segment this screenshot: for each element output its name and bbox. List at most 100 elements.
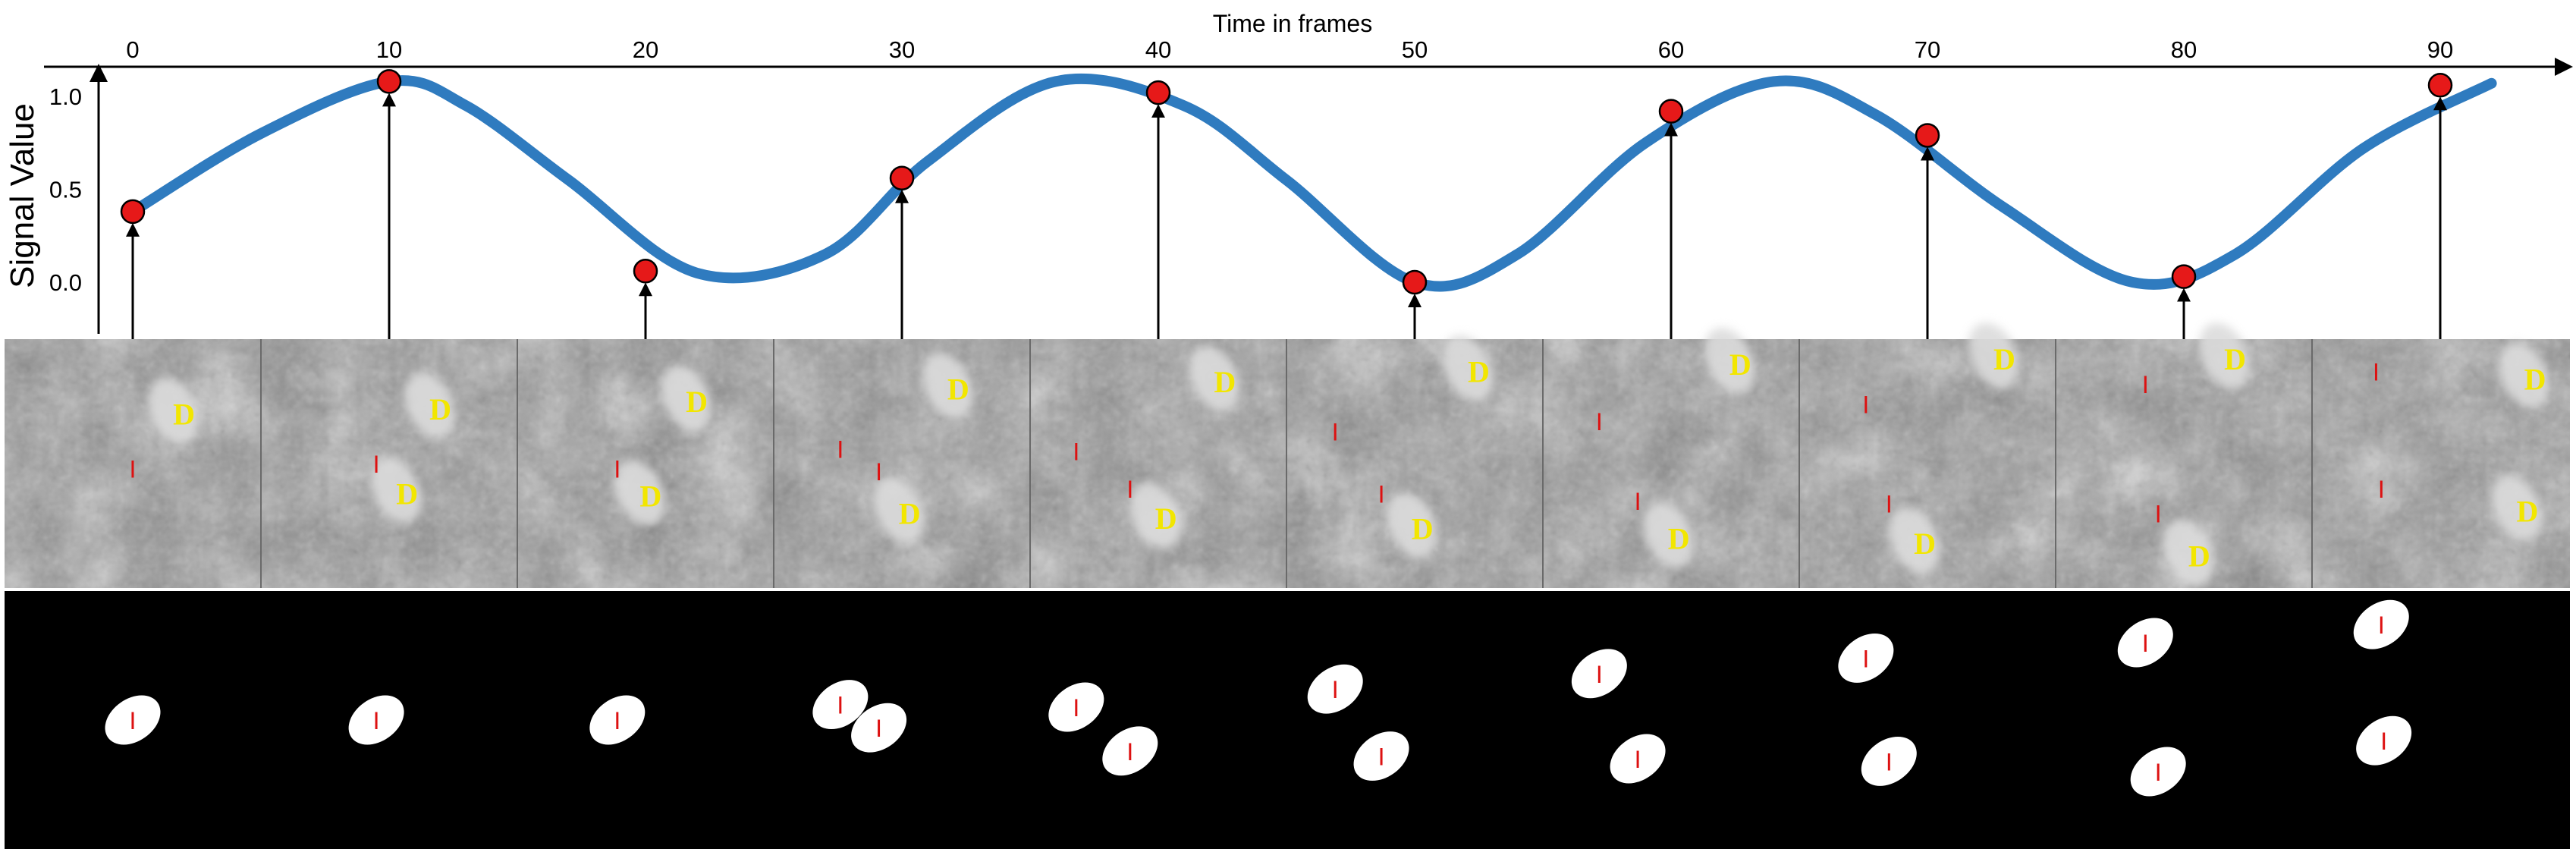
bright-cell	[2499, 342, 2550, 410]
signal-tick-1-0: 1.0	[49, 83, 82, 110]
bright-cell	[1889, 507, 1940, 574]
mask-blob	[2117, 618, 2173, 668]
bright-cell	[1642, 502, 1694, 568]
time-tick-40: 40	[1145, 36, 1171, 63]
bright-cell	[614, 460, 666, 527]
signal-tick-0-0: 0.0	[49, 269, 82, 296]
mask-tile-10: I	[348, 695, 404, 745]
sample-point-20	[633, 259, 658, 284]
bright-cell	[873, 477, 925, 544]
mask-tile-40: II	[1048, 682, 1158, 776]
sample-point-50	[1402, 269, 1428, 295]
time-tick-labels: 0 10 20 30 40 50 60 70 80 90	[126, 36, 2453, 63]
frame-tile-90: D D I I	[2311, 339, 2550, 588]
bright-cell	[404, 373, 456, 439]
cell-label-d: D	[396, 476, 418, 511]
mask-blob	[1048, 682, 1104, 732]
cell-label-d: D	[429, 392, 451, 426]
cell-label-i: I	[1862, 391, 1869, 418]
cell-label-i: I	[1596, 408, 1603, 436]
cell-label-i: I	[1073, 439, 1079, 466]
sample-point-70	[1915, 123, 1940, 148]
cell-label-i: I	[614, 456, 620, 483]
sample-point-60	[1658, 99, 1684, 124]
cell-label-i: I	[1332, 418, 1339, 445]
signal-tick-0-5: 0.5	[49, 177, 82, 203]
frame-tile-0: DI	[130, 377, 199, 483]
cell-label-d: D	[1993, 342, 2015, 376]
mask-label-i: I	[2142, 630, 2149, 657]
cell-label-d: D	[899, 497, 921, 531]
mask-blob	[2353, 599, 2409, 649]
cell-label-i: I	[130, 456, 137, 483]
signal-axis: Signal Value 1.0 0.5 0.0	[4, 64, 108, 334]
cell-label-i: I	[2373, 359, 2380, 386]
cell-label-i: I	[2155, 501, 2162, 528]
cell-label-d: D	[1412, 511, 1434, 546]
cell-label-d: D	[1155, 502, 1177, 536]
signal-axis-title: Signal Value	[4, 103, 41, 288]
mask-tile-60: II	[1571, 649, 1666, 784]
signal-tick-labels: 1.0 0.5 0.0	[49, 83, 82, 296]
mask-label-i: I	[130, 707, 137, 734]
time-tick-60: 60	[1658, 36, 1684, 63]
mask-blob	[589, 695, 646, 745]
cell-label-i: I	[837, 436, 843, 463]
cell-label-d: D	[1468, 355, 1490, 389]
mask-label-i: I	[875, 715, 882, 742]
cell-label-d: D	[2524, 362, 2546, 396]
mask-blob	[2130, 747, 2186, 797]
mask-tile-30: II	[812, 680, 907, 753]
bright-cell	[148, 377, 199, 444]
mask-blob	[1861, 736, 1917, 786]
cell-label-i: I	[373, 451, 380, 478]
cell-label-i: I	[1126, 476, 1133, 503]
bright-cell	[1704, 328, 1755, 395]
time-tick-0: 0	[126, 36, 139, 63]
cell-label-d: D	[1214, 365, 1236, 399]
bright-cell	[2199, 322, 2251, 389]
mask-label-i: I	[1862, 645, 1869, 672]
mask-blob	[1610, 734, 1666, 784]
bright-cell	[1386, 492, 1437, 558]
mask-blob	[1307, 664, 1363, 714]
time-tick-70: 70	[1915, 36, 1940, 63]
mask-blob	[1571, 649, 1627, 699]
sample-point-10	[376, 69, 402, 94]
time-tick-50: 50	[1402, 36, 1428, 63]
cell-label-i: I	[2378, 476, 2385, 503]
mask-tile-90: II	[2353, 599, 2412, 766]
mask-label-i: I	[614, 707, 620, 734]
mask-label-i: I	[2380, 728, 2387, 755]
bright-cell	[1443, 335, 1494, 402]
sample-point-0	[120, 199, 146, 225]
mask-blob	[348, 695, 404, 745]
bright-cell	[1968, 322, 2019, 389]
cell-label-i: I	[1886, 490, 1893, 517]
mask-label-i: I	[1886, 748, 1893, 775]
time-tick-30: 30	[889, 36, 915, 63]
cell-label-d: D	[686, 385, 708, 419]
bright-cell	[1189, 345, 1240, 412]
mask-blob	[1353, 731, 1409, 781]
cell-label-i: I	[1635, 488, 1641, 515]
mask-label-i: I	[1126, 738, 1133, 766]
mask-blob	[105, 695, 161, 745]
bright-cell	[2491, 474, 2543, 541]
bright-cell	[371, 457, 423, 524]
mask-tile-80: II	[2117, 618, 2186, 797]
sample-point-80	[2171, 264, 2197, 289]
sample-point-90	[2427, 73, 2453, 98]
sample-points	[120, 69, 2453, 295]
cell-label-d: D	[1729, 347, 1751, 382]
cell-label-d: D	[2224, 342, 2246, 376]
cell-label-i: I	[875, 458, 882, 486]
